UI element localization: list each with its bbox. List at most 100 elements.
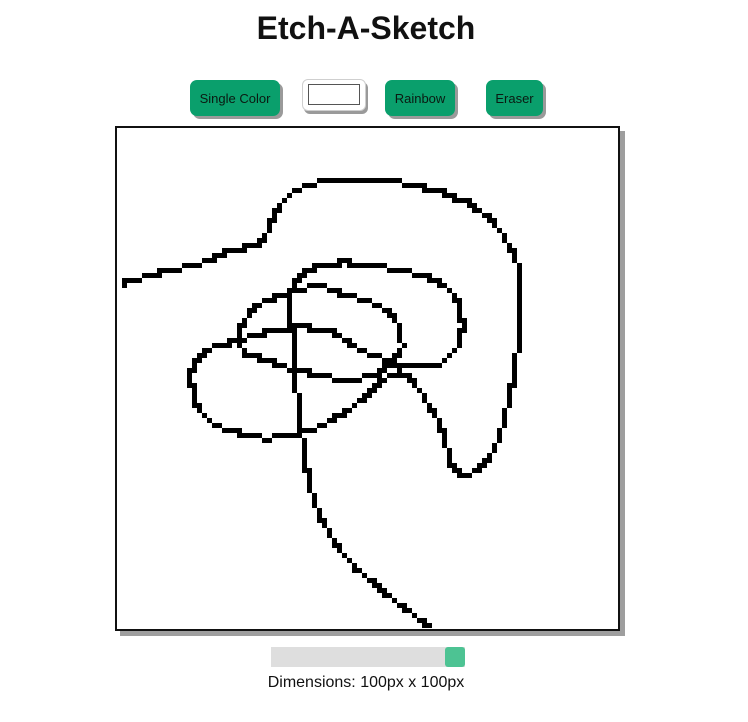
sketch-cell: [517, 328, 522, 333]
sketch-cell: [317, 373, 322, 378]
sketch-cell: [377, 373, 382, 378]
sketch-cell: [402, 603, 407, 608]
sketch-cell: [417, 273, 422, 278]
sketch-cell: [517, 318, 522, 323]
sketch-cell: [427, 188, 432, 193]
sketch-cell: [407, 608, 412, 613]
slider-thumb[interactable]: [445, 647, 465, 667]
sketch-cell: [282, 433, 287, 438]
sketch-cell: [202, 348, 207, 353]
sketch-cell: [447, 353, 452, 358]
sketch-cell: [437, 283, 442, 288]
rainbow-button[interactable]: Rainbow: [385, 80, 455, 116]
sketch-cell: [312, 503, 317, 508]
sketch-cell: [507, 243, 512, 248]
eraser-button[interactable]: Eraser: [486, 80, 543, 116]
sketch-cell: [292, 343, 297, 348]
grid-size-slider[interactable]: [271, 647, 465, 667]
sketch-cell: [277, 208, 282, 213]
sketch-cell: [387, 373, 392, 378]
sketch-cell: [357, 298, 362, 303]
sketch-cell: [212, 258, 217, 263]
sketch-cell: [297, 428, 302, 433]
sketch-cell: [362, 178, 367, 183]
sketch-cell: [302, 273, 307, 278]
sketch-cell: [417, 388, 422, 393]
sketch-cell: [462, 318, 467, 323]
sketch-cell: [357, 398, 362, 403]
sketch-cell: [177, 268, 182, 273]
sketch-cell: [417, 618, 422, 623]
sketch-cell: [312, 498, 317, 503]
sketch-cell: [412, 183, 417, 188]
sketch-cell: [427, 278, 432, 283]
sketch-cell: [252, 243, 257, 248]
sketch-cell: [227, 338, 232, 343]
sketch-cell: [307, 473, 312, 478]
sketch-cell: [402, 268, 407, 273]
sketch-cell: [412, 613, 417, 618]
sketch-cell: [427, 408, 432, 413]
sketch-cell: [322, 328, 327, 333]
sketch-cell: [267, 328, 272, 333]
sketch-cell: [397, 368, 402, 373]
sketch-cell: [262, 438, 267, 443]
sketch-cell: [302, 288, 307, 293]
sketch-cell: [202, 413, 207, 418]
sketch-cell: [392, 318, 397, 323]
sketch-cell: [277, 203, 282, 208]
sketch-cell: [362, 373, 367, 378]
sketch-cell: [307, 478, 312, 483]
sketch-cell: [327, 263, 332, 268]
sketch-cell: [382, 593, 387, 598]
sketch-cell: [327, 328, 332, 333]
sketch-cell: [367, 393, 372, 398]
sketch-cell: [482, 463, 487, 468]
sketch-cell: [237, 248, 242, 253]
sketch-cell: [457, 198, 462, 203]
sketch-cell: [517, 348, 522, 353]
sketch-cell: [292, 338, 297, 343]
sketch-cell: [222, 343, 227, 348]
sketch-cell: [192, 393, 197, 398]
sketch-cell: [492, 223, 497, 228]
sketch-cell: [297, 273, 302, 278]
sketch-cell: [422, 273, 427, 278]
sketch-cell: [402, 363, 407, 368]
sketch-cell: [337, 378, 342, 383]
sketch-cell: [332, 333, 337, 338]
sketch-cell: [407, 363, 412, 368]
sketch-cell: [517, 338, 522, 343]
sketch-cell: [157, 268, 162, 273]
sketch-cell: [512, 253, 517, 258]
single-color-button[interactable]: Single Color: [190, 80, 280, 116]
sketch-cell: [472, 203, 477, 208]
sketch-cell: [332, 543, 337, 548]
sketch-cell: [307, 283, 312, 288]
color-picker[interactable]: [302, 79, 366, 111]
sketch-cell: [187, 263, 192, 268]
sketch-cell: [242, 323, 247, 328]
sketch-cell: [302, 268, 307, 273]
sketch-cell: [432, 278, 437, 283]
sketch-cell: [457, 298, 462, 303]
sketch-cell: [422, 398, 427, 403]
sketch-cell: [207, 348, 212, 353]
sketch-cell: [452, 298, 457, 303]
sketch-cell: [257, 243, 262, 248]
sketch-cell: [372, 383, 377, 388]
sketch-cell: [192, 398, 197, 403]
sketch-cell: [407, 268, 412, 273]
sketch-cell: [497, 438, 502, 443]
sketch-cell: [517, 343, 522, 348]
sketch-cell: [377, 378, 382, 383]
sketch-cell: [272, 213, 277, 218]
sketch-cell: [222, 253, 227, 258]
sketch-cell: [127, 278, 132, 283]
sketch-cell: [237, 328, 242, 333]
sketch-cell: [337, 413, 342, 418]
sketch-cell: [367, 353, 372, 358]
sketch-grid[interactable]: [115, 126, 620, 631]
sketch-cell: [267, 438, 272, 443]
sketch-cell: [517, 298, 522, 303]
